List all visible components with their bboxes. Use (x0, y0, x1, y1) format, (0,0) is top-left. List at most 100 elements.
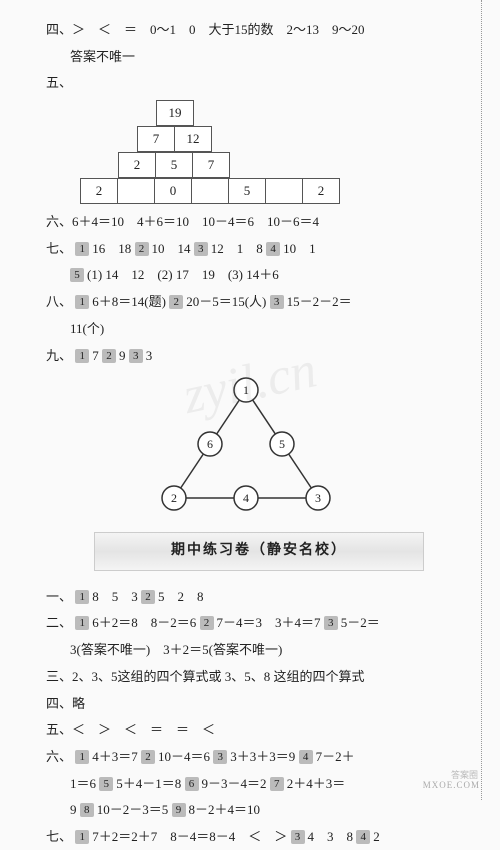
line-q8: 八、 16＋8＝14(题) 220－5＝15(人) 315－2－2＝ (46, 290, 472, 315)
subnum-icon: 2 (141, 750, 155, 764)
line-b3: 三、2、3、5这组的四个算式或 3、5、8 这组的四个算式 (46, 665, 472, 690)
q-label: 九、 (46, 348, 72, 363)
text: 7－2＋ (316, 749, 355, 764)
text: 7－4＝3 3＋4＝7 (217, 615, 321, 630)
subnum-icon: 7 (270, 777, 284, 791)
text: 10－2－3＝5 (97, 802, 169, 817)
subnum-icon: 4 (299, 750, 313, 764)
line-q4: 四、＞ ＜ ＝ 0～1 0 大于15的数 2～13 9～20 (46, 18, 472, 43)
text: 10 14 (152, 241, 191, 256)
line-b2b: 3(答案不唯一) 3＋2＝5(答案不唯一) (46, 638, 472, 663)
pyr-cell (117, 178, 155, 204)
text: 8 5 3 (92, 589, 138, 604)
text: (1) 14 12 (2) 17 19 (3) 14＋6 (87, 267, 279, 282)
text: 9 (119, 348, 126, 363)
text: 5－2＝ (341, 615, 380, 630)
text: 9－3－4＝2 (202, 776, 267, 791)
pyr-cell: 0 (154, 178, 192, 204)
q-label: 八、 (46, 294, 72, 309)
pyr-row: 19 (157, 100, 472, 126)
pyr-cell (265, 178, 303, 204)
line-q9: 九、 17 29 33 (46, 344, 472, 369)
subnum-icon: 2 (102, 349, 116, 363)
subnum-icon: 6 (185, 777, 199, 791)
node-label: 6 (207, 437, 213, 451)
q-label: 七、 (46, 241, 72, 256)
subnum-icon: 1 (75, 616, 89, 630)
subnum-icon: 1 (75, 242, 89, 256)
text: 7 (92, 348, 99, 363)
node-label: 1 (243, 383, 249, 397)
section-banner: 期中练习卷（静安名校） (94, 532, 424, 571)
text: 1＝6 (70, 776, 96, 791)
text: 8－2＋4＝10 (189, 802, 261, 817)
subnum-icon: 2 (169, 295, 183, 309)
dotted-margin (481, 0, 482, 800)
text: 15－2－2＝ (287, 294, 352, 309)
text: 10－4＝6 (158, 749, 210, 764)
line-q4-note: 答案不唯一 (46, 45, 472, 70)
subnum-icon: 3 (213, 750, 227, 764)
subnum-icon: 1 (75, 349, 89, 363)
subnum-icon: 5 (99, 777, 113, 791)
subnum-icon: 1 (75, 830, 89, 844)
subnum-icon: 4 (356, 830, 370, 844)
line-b6b: 1＝6 55＋4－1＝8 69－3－4＝2 72＋4＋3＝ (46, 772, 472, 797)
pyr-cell: 2 (118, 152, 156, 178)
subnum-icon: 1 (75, 590, 89, 604)
corner-text: MXOE.COM (423, 777, 480, 794)
subnum-icon: 3 (324, 616, 338, 630)
text: 16 18 (92, 241, 131, 256)
text: 6＋2＝8 8－2＝6 (92, 615, 196, 630)
pyr-row: 7 12 (138, 126, 472, 152)
text: 12 1 8 (211, 241, 263, 256)
pyr-row: 2 5 7 (119, 152, 472, 178)
node-label: 3 (315, 491, 321, 505)
q-label: 二、 (46, 615, 72, 630)
text: 6＋8＝14(题) (92, 294, 166, 309)
pyr-cell: 7 (137, 126, 175, 152)
pyr-cell: 2 (302, 178, 340, 204)
text: 7＋2＝2＋7 8－4＝8－4 ＜ ＞ (92, 829, 287, 844)
node-label: 2 (171, 491, 177, 505)
q-label: 一、 (46, 589, 72, 604)
line-q5: 五、 (46, 71, 472, 96)
subnum-icon: 3 (194, 242, 208, 256)
subnum-icon: 1 (75, 295, 89, 309)
text: 5＋4－1＝8 (116, 776, 181, 791)
subnum-icon: 3 (129, 349, 143, 363)
text: 4＋3＝7 (92, 749, 138, 764)
text: 4 3 8 (308, 829, 354, 844)
line-q6: 六、6＋4＝10 4＋6＝10 10－4＝6 10－6＝4 (46, 210, 472, 235)
text: 3＋3＋3＝9 (230, 749, 295, 764)
q-label: 六、 (46, 749, 72, 764)
pyramid: 19 7 12 2 5 7 2 0 5 2 (100, 100, 472, 204)
triangle-diagram: 1 5 3 4 2 6 (156, 372, 472, 516)
subnum-icon: 1 (75, 750, 89, 764)
line-b6: 六、 14＋3＝7 210－4＝6 33＋3＋3＝9 47－2＋ (46, 745, 472, 770)
line-q8d: 11(个) (46, 317, 472, 342)
subnum-icon: 3 (270, 295, 284, 309)
line-b1: 一、 18 5 3 25 2 8 (46, 585, 472, 610)
pyr-cell: 7 (192, 152, 230, 178)
subnum-icon: 8 (80, 803, 94, 817)
pyr-cell: 19 (156, 100, 194, 126)
text: 2 (373, 829, 380, 844)
subnum-icon: 2 (200, 616, 214, 630)
line-q7: 七、 116 18 210 14 312 1 8 410 1 (46, 237, 472, 262)
subnum-icon: 4 (266, 242, 280, 256)
line-b4: 四、略 (46, 692, 472, 717)
subnum-icon: 9 (172, 803, 186, 817)
subnum-icon: 5 (70, 268, 84, 282)
line-b5: 五、＜ ＞ ＜ ＝ ＝ ＜ (46, 718, 472, 743)
subnum-icon: 3 (291, 830, 305, 844)
line-b6c: 9 810－2－3＝5 98－2＋4＝10 (46, 798, 472, 823)
text: 20－5＝15(人) (186, 294, 266, 309)
subnum-icon: 2 (135, 242, 149, 256)
subnum-icon: 2 (141, 590, 155, 604)
text: 5 2 8 (158, 589, 204, 604)
node-label: 5 (279, 437, 285, 451)
line-b2: 二、 16＋2＝8 8－2＝6 27－4＝3 3＋4＝7 35－2＝ (46, 611, 472, 636)
pyr-cell: 12 (174, 126, 212, 152)
pyr-cell: 2 (80, 178, 118, 204)
